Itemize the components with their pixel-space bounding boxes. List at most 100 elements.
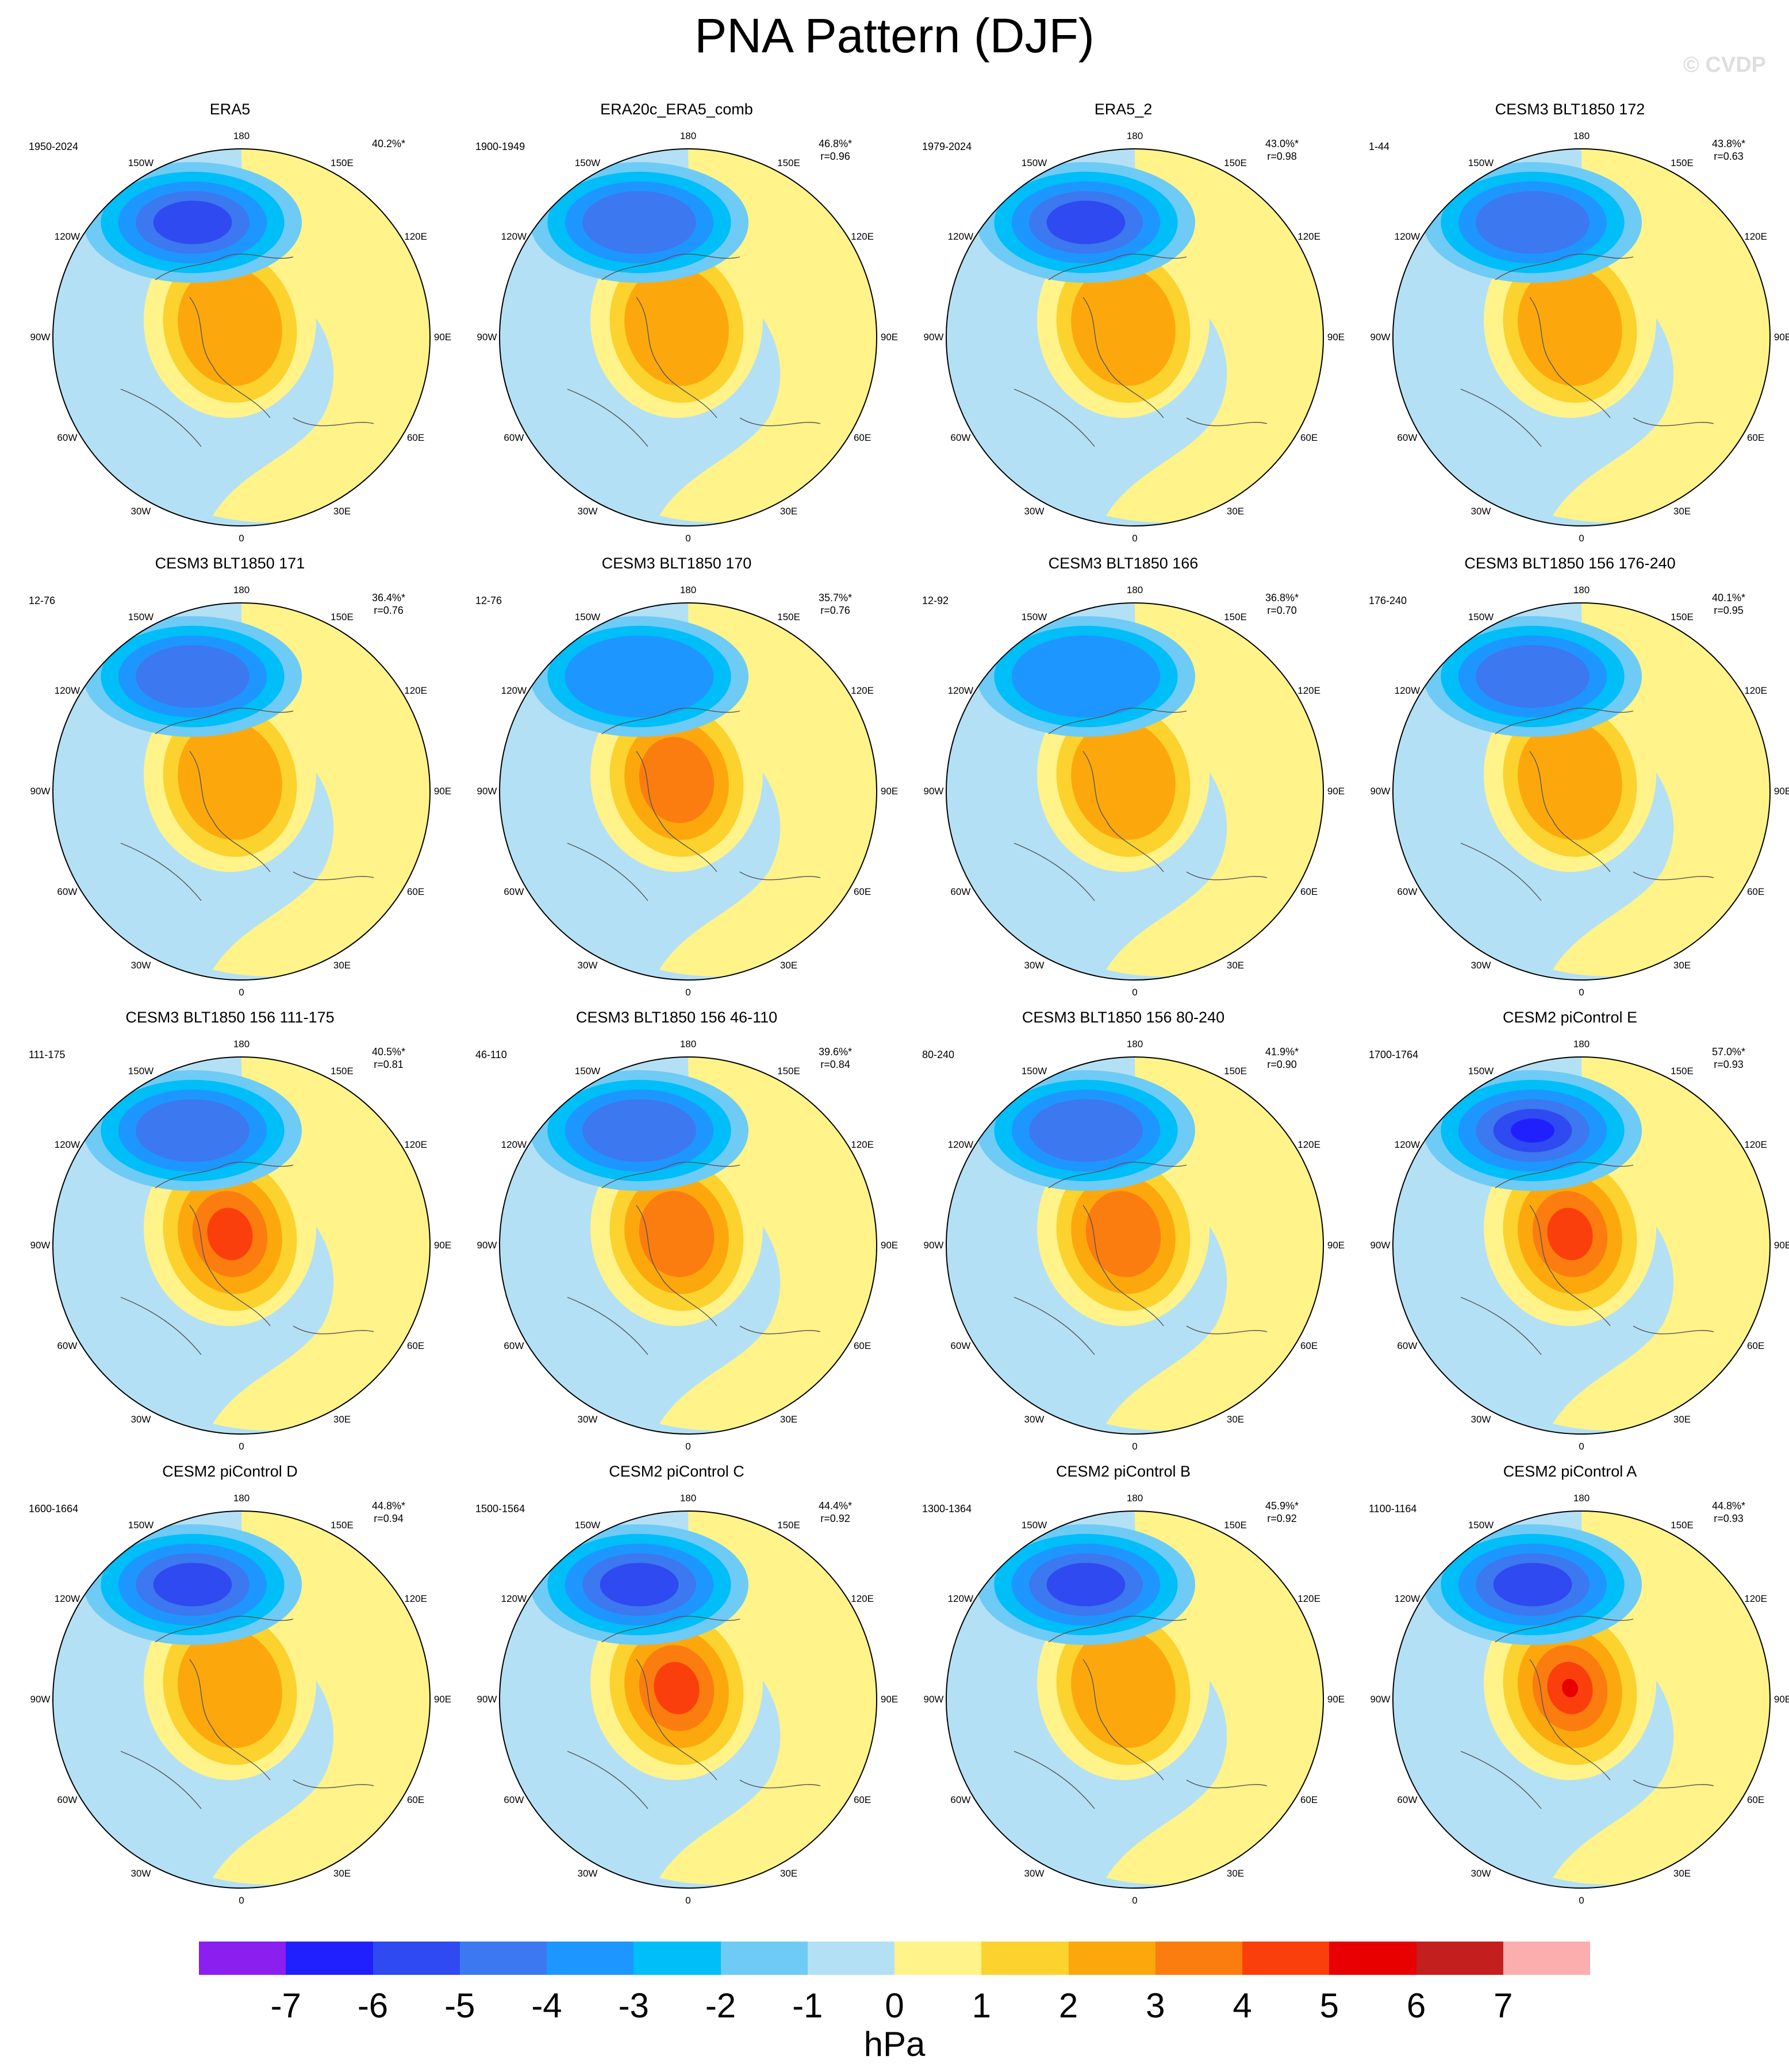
longitude-label: 120E [404,1593,427,1604]
longitude-label: 30W [577,1868,598,1879]
panel-period: 1100-1164 [1369,1503,1417,1514]
pattern-correlation: r=0.76 [820,605,850,616]
coastline [1460,1616,1714,1809]
positive-contour [178,720,282,840]
longitude-label: 30W [577,1414,598,1425]
negative-contour [153,1563,232,1606]
coastline [567,708,821,901]
longitude-label: 30E [1226,1414,1245,1425]
watermark: © CVDP [1683,53,1766,77]
panel-title: CESM2 piControl E [1502,1009,1638,1026]
colorbar-tick-label: -7 [270,1986,301,2025]
longitude-label: 180 [1573,1039,1590,1050]
longitude-label: 60W [57,886,78,897]
longitude-label: 150W [1468,1519,1494,1531]
panel-period: 12-76 [29,595,56,606]
longitude-label: 150W [1021,611,1047,622]
longitude-label: 120E [851,1593,874,1604]
longitude-label: 60W [950,886,971,897]
longitude-label: 180 [1573,1493,1590,1504]
longitude-label: 90W [477,332,497,343]
colorbar-swatch [199,1942,286,1975]
panel: CESM2 piControl D 1600-1664 44.8%* r=0.94 18… [11,1463,451,1917]
longitude-label: 30E [333,1868,351,1879]
positive-contour [639,1191,715,1277]
longitude-label: 90W [30,332,51,343]
colorbar-tick-label: -6 [357,1986,389,2025]
longitude-label: 60E [1746,886,1765,897]
variance-explained: 35.7%* [818,592,852,603]
panel-variance: 44.8%* r=0.94 [372,1500,405,1525]
colorbar-swatch [1068,1942,1155,1975]
longitude-label: 60W [1397,886,1418,897]
longitude-label: 150W [574,1065,601,1077]
panel-period: 1500-1564 [475,1503,525,1514]
colorbar-swatch [373,1942,460,1975]
longitude-label: 120W [501,1593,527,1604]
variance-explained: 44.8%* [371,1500,405,1512]
longitude-label: 120W [947,1139,974,1150]
variance-explained: 41.9%* [1265,1046,1299,1058]
panel-variance: 40.5%* r=0.81 [372,1045,405,1071]
polar-map [1392,1510,1771,1889]
panel-variance: 46.8%* r=0.96 [819,137,852,163]
longitude-label: 120W [54,1139,80,1150]
longitude-label: 60W [1397,432,1418,443]
longitude-label: 90E [433,332,452,343]
colorbar-tick-label: -3 [618,1986,649,2025]
longitude-label: 30W [130,506,151,517]
longitude-label: 90W [477,786,497,797]
longitude-label: 150W [1021,157,1047,168]
longitude-label: 0 [239,987,244,998]
colorbar-tick-label: 3 [1146,1986,1165,2025]
longitude-label: 60E [1300,432,1318,443]
negative-contour [1476,645,1590,708]
pattern-correlation: r=0.95 [1714,605,1744,616]
coastline [567,1616,821,1809]
negative-contour [1476,191,1590,254]
longitude-label: 120E [1297,1139,1320,1150]
panel-period: 12-76 [475,595,502,606]
positive-contour [178,266,282,386]
longitude-label: 90W [1370,1240,1391,1251]
panel-variance: 41.9%* r=0.90 [1265,1045,1299,1071]
negative-contour [153,201,232,244]
longitude-label: 30W [1471,1868,1491,1879]
panel: CESM3 BLT1850 156 111-175 111-175 40.5%* r=… [11,1009,451,1463]
pattern-correlation: r=0.63 [1714,151,1744,162]
variance-explained: 40.1%* [1711,592,1745,603]
pattern-correlation: r=0.93 [1714,1513,1744,1524]
longitude-label: 150E [1224,157,1247,168]
positive-contour [1562,1678,1578,1698]
longitude-label: 90E [1327,786,1345,797]
panel: CESM3 BLT1850 171 12-76 36.4%* r=0.76 180 150… [11,555,451,1009]
longitude-label: 60E [1300,886,1318,897]
panel-period: 1-44 [1369,141,1390,152]
pattern-correlation: r=0.98 [1267,151,1297,162]
negative-contour [1046,1563,1126,1606]
longitude-label: 150E [1224,1519,1247,1531]
longitude-label: 150E [331,1065,354,1077]
longitude-label: 150W [128,157,154,168]
panel-title: ERA5 [209,101,251,118]
positive-contour [624,266,729,386]
panel: ERA20c_ERA5_comb 1900-1949 46.8%* r=0.96 180… [458,101,898,555]
longitude-label: 90W [30,1240,51,1251]
negative-contour [136,645,249,708]
variance-explained: 40.5%* [371,1046,405,1058]
panel-variance: 44.8%* r=0.93 [1712,1500,1745,1525]
longitude-label: 60W [57,432,78,443]
longitude-label: 120W [501,1139,527,1150]
map-border [946,1056,1324,1435]
panel: CESM3 BLT1850 156 176-240 176-240 40.1%* r=… [1352,555,1789,1009]
panel-title: CESM3 BLT1850 156 111-175 [125,1009,335,1026]
longitude-label: 180 [1126,1493,1143,1504]
longitude-label: 90W [1370,786,1391,797]
coastline [120,1162,374,1355]
longitude-label: 90W [1370,332,1391,343]
longitude-label: 90W [477,1240,497,1251]
map-border [499,1056,877,1435]
longitude-label: 180 [233,1039,250,1050]
longitude-label: 120E [1744,685,1767,696]
panel-period: 1979-2024 [922,141,972,152]
